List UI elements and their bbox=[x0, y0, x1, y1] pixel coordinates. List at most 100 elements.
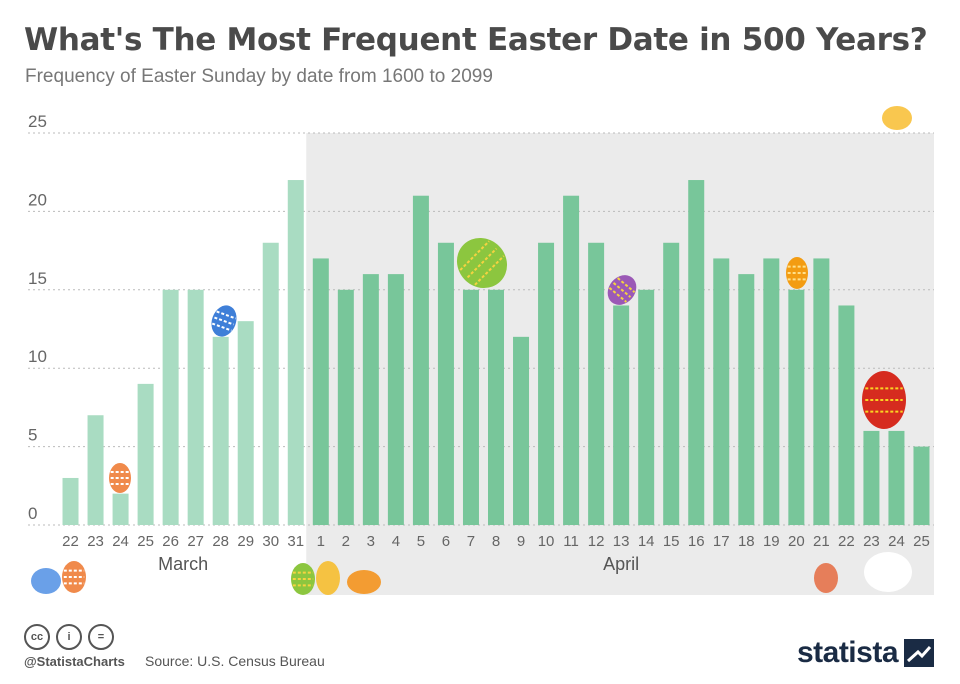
bar bbox=[838, 305, 855, 525]
x-tick-label: 26 bbox=[162, 533, 179, 550]
x-tick-label: 16 bbox=[688, 533, 705, 550]
bar bbox=[713, 258, 730, 525]
easter-egg-icon bbox=[786, 257, 808, 289]
y-tick-label: 0 bbox=[28, 504, 37, 523]
x-tick-label: 15 bbox=[663, 533, 680, 550]
bar bbox=[87, 415, 104, 525]
x-tick-label: 17 bbox=[713, 533, 730, 550]
brand-name: statista bbox=[796, 636, 899, 669]
x-tick-label: 22 bbox=[838, 533, 855, 550]
bar bbox=[913, 446, 930, 525]
x-tick-label: 23 bbox=[87, 533, 104, 550]
bar bbox=[387, 274, 404, 525]
x-tick-label: 24 bbox=[888, 533, 905, 550]
chart-subtitle: Frequency of Easter Sunday by date from … bbox=[25, 66, 493, 87]
x-tick-label: 30 bbox=[262, 533, 279, 550]
bar bbox=[287, 180, 304, 526]
bar bbox=[312, 258, 329, 525]
x-tick-label: 25 bbox=[137, 533, 154, 550]
bar bbox=[412, 195, 429, 525]
x-tick-label: 29 bbox=[237, 533, 254, 550]
bar bbox=[888, 430, 905, 525]
bar bbox=[588, 242, 605, 525]
bar bbox=[337, 289, 354, 525]
bar bbox=[638, 289, 655, 525]
license-icons: cc i = bbox=[24, 624, 114, 650]
easter-egg-icon bbox=[109, 463, 131, 493]
no-derivatives-icon[interactable]: = bbox=[88, 624, 114, 650]
x-tick-label: 3 bbox=[367, 533, 375, 550]
x-tick-label: 24 bbox=[112, 533, 129, 550]
easter-egg-icon bbox=[62, 561, 86, 593]
y-tick-label: 10 bbox=[28, 347, 47, 366]
easter-egg-icon bbox=[456, 237, 508, 289]
x-tick-label: 4 bbox=[392, 533, 400, 550]
y-tick-label: 25 bbox=[28, 112, 47, 131]
bar bbox=[137, 383, 154, 525]
x-tick-label: 7 bbox=[467, 533, 475, 550]
bar bbox=[613, 305, 630, 525]
bar bbox=[262, 242, 279, 525]
bar bbox=[237, 321, 254, 525]
x-tick-label: 14 bbox=[638, 533, 655, 550]
x-tick-label: 18 bbox=[738, 533, 755, 550]
x-tick-label: 5 bbox=[417, 533, 425, 550]
x-tick-label: 21 bbox=[813, 533, 830, 550]
bar bbox=[488, 289, 504, 525]
x-tick-label: 10 bbox=[538, 533, 555, 550]
bar bbox=[813, 258, 830, 525]
easter-egg-icon bbox=[291, 563, 315, 595]
bar bbox=[663, 242, 680, 525]
x-tick-label: 28 bbox=[212, 533, 229, 550]
cc-license-icon[interactable]: cc bbox=[24, 624, 50, 650]
chick-icon bbox=[882, 106, 912, 130]
x-tick-label: 6 bbox=[442, 533, 450, 550]
bar bbox=[112, 493, 129, 525]
easter-egg-icon bbox=[814, 563, 838, 593]
x-tick-label: 13 bbox=[613, 533, 630, 550]
easter-egg-icon bbox=[862, 371, 906, 429]
bar bbox=[62, 477, 79, 525]
attribution-icon[interactable]: i bbox=[56, 624, 82, 650]
x-tick-label: 19 bbox=[763, 533, 780, 550]
easter-egg-icon bbox=[31, 568, 61, 594]
easter-egg-icon bbox=[316, 561, 340, 595]
x-tick-label: 12 bbox=[588, 533, 605, 550]
bunny-icon bbox=[864, 552, 912, 592]
x-tick-label: 9 bbox=[517, 533, 525, 550]
x-tick-label: 1 bbox=[317, 533, 325, 550]
statista-logo[interactable]: statista bbox=[797, 636, 934, 670]
chart-title: What's The Most Frequent Easter Date in … bbox=[24, 22, 928, 58]
statista-mark-icon bbox=[904, 639, 934, 667]
x-tick-label: 31 bbox=[287, 533, 304, 550]
x-tick-label: 11 bbox=[563, 533, 579, 550]
bar bbox=[212, 336, 229, 525]
bar bbox=[738, 274, 755, 525]
x-tick-label: 20 bbox=[788, 533, 805, 550]
bar bbox=[162, 289, 179, 525]
x-tick-label: 25 bbox=[913, 533, 930, 550]
bar bbox=[763, 258, 780, 525]
bar bbox=[688, 180, 705, 526]
y-tick-label: 20 bbox=[28, 190, 47, 209]
bar bbox=[462, 289, 479, 525]
x-tick-label: 8 bbox=[492, 533, 500, 550]
bar bbox=[788, 289, 805, 525]
x-tick-label: 23 bbox=[863, 533, 880, 550]
bar bbox=[563, 195, 580, 525]
x-tick-label: 2 bbox=[342, 533, 350, 550]
easter-egg-icon bbox=[211, 305, 237, 337]
month-label: April bbox=[603, 554, 639, 574]
bar bbox=[513, 336, 530, 525]
easter-egg-icon bbox=[347, 570, 381, 594]
y-tick-label: 5 bbox=[28, 426, 37, 445]
x-tick-label: 27 bbox=[187, 533, 204, 550]
easter-egg-icon bbox=[607, 275, 637, 305]
twitter-handle[interactable]: @StatistaCharts bbox=[24, 654, 125, 669]
bar bbox=[187, 289, 204, 525]
bar bbox=[437, 242, 454, 525]
x-tick-label: 22 bbox=[62, 533, 79, 550]
source-note: Source: U.S. Census Bureau bbox=[145, 653, 325, 669]
bar bbox=[538, 242, 555, 525]
